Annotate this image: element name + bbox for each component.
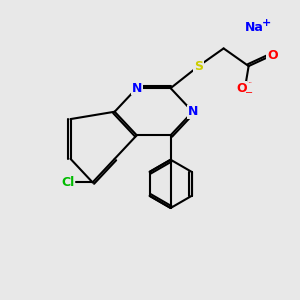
Text: Cl: Cl (61, 176, 74, 189)
Text: ··: ·· (247, 79, 252, 88)
Text: Na: Na (245, 21, 264, 34)
Text: N: N (132, 82, 142, 95)
Text: N: N (188, 105, 198, 118)
Text: O: O (236, 82, 247, 95)
Text: O: O (267, 49, 278, 62)
Text: S: S (194, 60, 203, 73)
Text: +: + (262, 18, 271, 28)
Text: −: − (245, 88, 253, 98)
